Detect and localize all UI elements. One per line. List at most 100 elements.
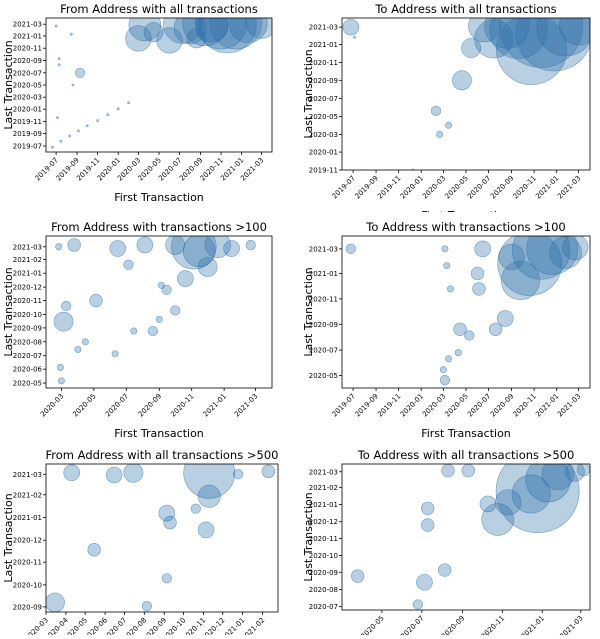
x-tick-label: 2020-01	[399, 392, 425, 418]
data-point	[127, 101, 131, 105]
y-tick-label: 2021-03	[309, 245, 338, 253]
x-tick-label: 2020-09	[489, 174, 515, 200]
data-point	[245, 18, 272, 39]
data-point	[57, 57, 61, 61]
y-tick-label: 2021-01	[309, 270, 338, 278]
x-tick-label: 2019-07	[331, 174, 357, 200]
x-tick-label: 2020-09	[489, 392, 515, 418]
data-point	[158, 504, 176, 522]
x-tick-label: 2020-11	[512, 392, 538, 418]
data-point	[468, 18, 501, 43]
data-point	[441, 245, 449, 253]
data-point	[161, 573, 172, 584]
data-point	[87, 543, 101, 557]
data-point	[446, 285, 454, 293]
x-tick-label: 2020-07	[104, 392, 130, 418]
data-point	[67, 238, 81, 252]
data-point	[496, 310, 514, 327]
data-point	[161, 284, 172, 295]
data-point	[464, 330, 475, 341]
y-tick-label: 2020-09	[13, 324, 42, 332]
y-axis-label: Last Transaction	[2, 493, 15, 582]
data-point	[57, 63, 61, 67]
data-point	[421, 518, 435, 532]
x-tick-label: 2020-03	[24, 616, 50, 635]
y-tick-label: 2021-02	[13, 256, 42, 264]
data-point	[198, 18, 257, 54]
data-point	[163, 515, 177, 530]
data-point	[525, 464, 571, 503]
data-point	[155, 315, 163, 323]
data-point	[195, 18, 247, 50]
x-tick-label: 2020-09	[142, 616, 168, 635]
data-point	[489, 18, 548, 59]
chart-svg: 2019-072019-092019-112020-012020-032020-…	[302, 220, 591, 440]
data-point	[495, 489, 522, 516]
data-point	[472, 282, 486, 296]
x-tick-label: 2021-01	[220, 616, 246, 635]
data-point	[345, 243, 356, 255]
y-tick-label: 2019-11	[309, 167, 338, 175]
x-tick-label: 2020-05	[444, 174, 470, 200]
chart-title: To Address with all transactions >500	[357, 448, 575, 462]
chart-panel-to-all: 2019-07 2019-09 2019-11 2020-01 2020-03 2020-…	[300, 0, 600, 222]
x-tick-label: 2021-03	[558, 614, 584, 635]
data-point	[461, 38, 482, 58]
x-tick-label: 2019-11	[376, 174, 402, 200]
y-tick-label: 2020-11	[309, 295, 338, 303]
data-point	[128, 18, 162, 42]
data-point	[445, 355, 453, 363]
data-point	[111, 350, 119, 358]
data-point	[261, 464, 276, 479]
data-point	[421, 501, 435, 516]
data-point	[183, 464, 236, 499]
x-tick-label: 2020-07	[399, 614, 425, 635]
data-point	[55, 243, 63, 251]
chart-svg: 2019-072019-092019-112020-012020-032020-…	[2, 2, 273, 204]
data-point	[479, 495, 497, 513]
chart-title: From Address with transactions >100	[51, 220, 267, 234]
data-point	[177, 270, 194, 287]
x-tick-label: 2020-05	[71, 392, 97, 418]
x-tick-label: 2020-11	[512, 174, 538, 200]
chart-panel-from-all: 2019-07 2019-09 2019-11 2020-01 2020-03 2020-…	[0, 0, 300, 212]
y-tick-label: 2020-05	[309, 113, 338, 121]
y-tick-label: 2020-11	[13, 559, 42, 567]
data-point	[190, 503, 201, 514]
data-point	[515, 18, 590, 72]
data-point	[497, 236, 562, 296]
y-tick-label: 2020-09	[309, 569, 338, 577]
plot-frame	[45, 235, 273, 389]
x-tick-label: 2020-09	[440, 614, 466, 635]
data-point	[195, 18, 229, 43]
data-point	[125, 25, 152, 52]
x-axis-label: First Transaction	[114, 191, 204, 204]
y-tick-label: 2020-07	[13, 352, 42, 360]
data-point	[85, 124, 89, 128]
x-tick-label: 2020-11	[169, 392, 195, 418]
x-tick-label: 2020-11	[181, 616, 207, 635]
data-point	[474, 19, 514, 59]
chart-title: From Address with all transactions >500	[46, 448, 279, 462]
y-tick-label: 2021-02	[13, 491, 42, 499]
data-point	[210, 18, 262, 50]
chart-panel-from-500: 2020-03 2020-04 2020-05 2020-06 2020-07 2020-…	[0, 438, 300, 639]
x-tick-label: 2019-09	[354, 392, 380, 418]
data-point	[430, 105, 442, 117]
data-point	[500, 261, 540, 301]
data-point	[197, 484, 221, 508]
data-point	[541, 464, 575, 491]
y-axis-label: Last Transaction	[2, 267, 15, 356]
data-point	[576, 464, 590, 477]
chart-panel-to-100: 2019-07 2019-09 2019-11 2020-01 2020-03 2020-…	[300, 212, 600, 440]
chart-panel-from-100: 2020-03 2020-05 2020-07 2020-09 2020-11 2021-…	[0, 212, 300, 440]
y-tick-label: 2020-01	[13, 106, 42, 114]
y-tick-label: 2021-03	[13, 21, 42, 29]
data-point	[436, 130, 444, 138]
data-point	[562, 236, 589, 261]
y-tick-label: 2020-11	[309, 59, 338, 67]
data-point	[412, 599, 424, 610]
chart-panel-to-500: 2020-05 2020-07 2020-09 2020-11 2021-01 2021-…	[300, 438, 600, 639]
plot-frame	[341, 463, 591, 611]
